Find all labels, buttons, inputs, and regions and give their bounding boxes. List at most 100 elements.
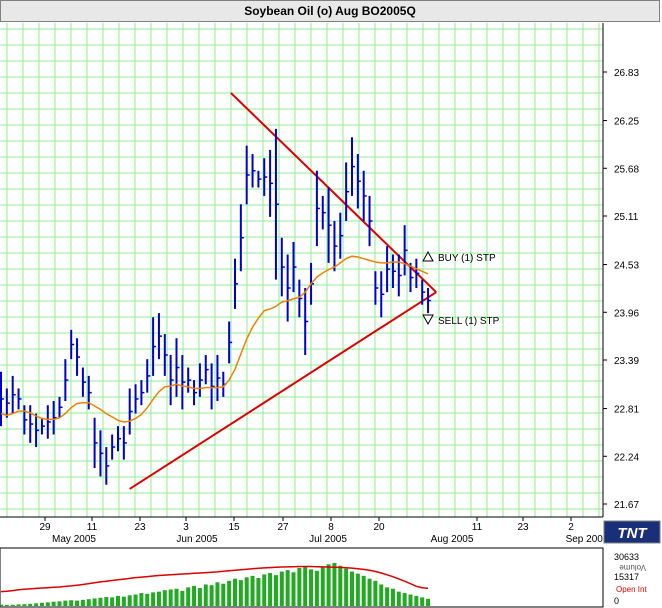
volume-bar [133, 594, 138, 606]
volume-bar [373, 580, 378, 606]
volume-bar [408, 594, 413, 606]
volume-bar [250, 575, 255, 606]
chart-title: Soybean Oil (o) Aug BO2005Q [244, 4, 416, 18]
volume-legend: Volume [619, 563, 646, 572]
volume-bar [162, 590, 167, 606]
volume-bar [16, 604, 21, 606]
volume-bar [0, 604, 3, 606]
moving-average-line [0, 255, 429, 423]
volume-bar [297, 567, 302, 606]
time-axis-day-label: 15 [228, 522, 240, 533]
volume-bar [151, 592, 156, 606]
volume-bar [75, 600, 80, 606]
volume-bar [326, 564, 331, 606]
volume-bar [379, 584, 384, 606]
volume-bar [104, 597, 109, 606]
volume-bar [273, 575, 278, 606]
volume-bar [367, 578, 372, 606]
time-axis-day-label: 29 [39, 522, 51, 533]
volume-bar [361, 575, 366, 606]
time-axis: 29 11 23 3 15 27 8 20 11 23 2 May 2005 Jun 2005 Jul 2… [39, 517, 609, 545]
volume-bar [80, 599, 85, 606]
volume-bar [110, 597, 115, 606]
volume-bar [168, 589, 173, 606]
time-axis-day-label: 3 [183, 522, 189, 533]
volume-panel-background [0, 547, 604, 608]
sell-order-label: SELL (1) STP [438, 316, 500, 327]
volume-bar [227, 580, 232, 606]
volume-bar [309, 569, 314, 606]
volume-bar [320, 567, 325, 606]
volume-bar [127, 595, 132, 606]
time-axis-month-label: Aug 2005 [431, 534, 474, 545]
volume-bar [279, 571, 284, 606]
time-axis-month-label: Jul 2005 [309, 534, 347, 545]
volume-bar [4, 604, 9, 606]
volume-bar [69, 600, 74, 606]
volume-bar [268, 572, 273, 606]
volume-bar [197, 588, 202, 606]
price-axis-label: 25.68 [614, 164, 639, 175]
price-axis-label: 23.39 [614, 356, 639, 367]
price-axis-label: 26.83 [614, 68, 639, 79]
volume-bar [215, 582, 220, 606]
buy-order-marker: BUY (1) STP [422, 250, 496, 264]
volume-bar [285, 570, 290, 606]
volume-bar [314, 570, 319, 606]
price-axis-label: 21.67 [614, 500, 639, 511]
volume-bar [238, 580, 243, 606]
volume-bar [355, 573, 360, 606]
time-axis-day-label: 11 [87, 522, 98, 533]
volume-bar [34, 603, 39, 606]
volume-axis-label: 15317 [614, 572, 639, 582]
volume-axis-label: 0 [614, 596, 619, 606]
volume-bar [63, 600, 68, 606]
volume-bar [22, 604, 27, 606]
price-axis-label: 23.96 [614, 308, 639, 319]
volume-bar [303, 566, 308, 606]
volume-bar [116, 595, 120, 606]
volume-bar [186, 587, 191, 606]
logo-text: TNT [617, 525, 648, 542]
volume-bar [10, 604, 15, 606]
volume-bar [262, 574, 267, 606]
volume-bar [332, 562, 337, 606]
time-axis-day-label: 27 [277, 522, 289, 533]
volume-bar [244, 577, 249, 606]
trendline [129, 291, 437, 490]
time-axis-day-label: 23 [517, 522, 529, 533]
buy-triangle-icon [422, 250, 434, 262]
volume-bar [192, 585, 197, 606]
trendlines [129, 92, 437, 490]
volume-panel: 30633 15317 0 Open Int Volume [0, 547, 647, 608]
volume-bar [98, 597, 103, 606]
volume-bar [209, 585, 214, 606]
price-bars [0, 128, 432, 485]
volume-bar [28, 603, 33, 606]
volume-bar [426, 598, 431, 606]
price-axis: 26.83 26.25 25.68 25.11 24.53 23.96 23.39 22.81… [603, 68, 639, 511]
tnt-logo: TNT [603, 520, 661, 544]
volume-bar [396, 591, 401, 606]
time-axis-day-label: 20 [373, 522, 385, 533]
price-grid [0, 23, 604, 518]
volume-bar [385, 587, 390, 606]
time-axis-month-label: Jun 2005 [176, 534, 218, 545]
volume-bar [156, 591, 161, 606]
volume-bar [390, 588, 395, 606]
volume-bar [45, 602, 50, 606]
volume-bar [145, 593, 150, 606]
volume-bar [221, 583, 226, 606]
price-axis-label: 22.24 [614, 452, 639, 463]
open-interest-line [0, 565, 429, 593]
volume-bar [57, 601, 62, 606]
volume-bar [420, 597, 425, 606]
volume-bar [180, 590, 185, 606]
buy-order-label: BUY (1) STP [438, 253, 496, 264]
volume-bar [121, 596, 126, 606]
open-interest-legend: Open Int [616, 585, 647, 594]
price-axis-label: 26.25 [614, 117, 639, 128]
time-axis-month-label: Sep 2005 [566, 534, 609, 545]
